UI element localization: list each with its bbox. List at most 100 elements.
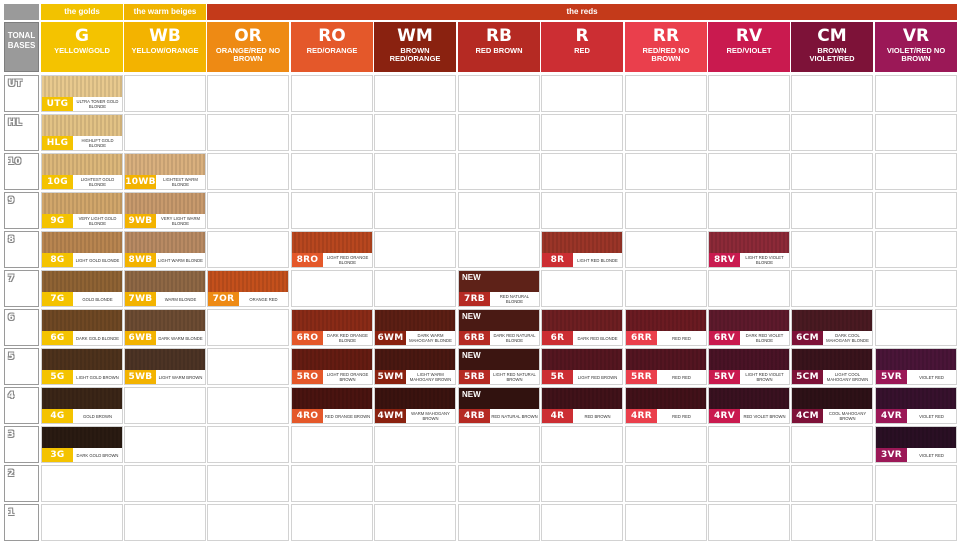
group-header-2: the reds xyxy=(207,4,957,20)
swatch-8rv[interactable]: 8RV LIGHT RED VIOLET BLONDE xyxy=(709,232,789,267)
swatch-5ro[interactable]: 5RO LIGHT RED ORANGE BROWN xyxy=(292,349,372,384)
swatch-utg[interactable]: UTG ULTRA TONER GOLD BLONDE xyxy=(42,76,122,111)
swatch-4g[interactable]: 4G GOLD BROWN xyxy=(42,388,122,423)
swatch-6rv[interactable]: 6RV DARK RED VIOLET BLONDE xyxy=(709,310,789,345)
shade-code: 4VR xyxy=(876,409,907,423)
swatch-4ro[interactable]: 4RO RED ORANGE BROWN xyxy=(292,388,372,423)
grid-cell xyxy=(458,192,540,229)
swatch-5r[interactable]: 5R LIGHT RED BROWN xyxy=(542,349,622,384)
swatch-5g[interactable]: 5G LIGHT GOLD BROWN xyxy=(42,349,122,384)
group-header-1: the warm beiges xyxy=(124,4,206,20)
grid-cell xyxy=(791,192,873,229)
grid-cell xyxy=(875,465,957,502)
row-label-9: 9 xyxy=(4,192,39,229)
row-label-4: 4 xyxy=(4,387,39,424)
shade-description: DARK COOL MAHOGANY BLONDE xyxy=(826,333,869,343)
row-label-7: 7 xyxy=(4,270,39,307)
swatch-5rr[interactable]: 5RR RED RED xyxy=(626,349,706,384)
swatch-6ro[interactable]: 6RO DARK RED ORANGE BLONDE xyxy=(292,310,372,345)
swatch-4wm[interactable]: 4WM WARM MAHOGANY BROWN xyxy=(375,388,455,423)
swatch-9g[interactable]: 9G VERY LIGHT GOLD BLONDE xyxy=(42,193,122,228)
hair-sample-image xyxy=(42,115,122,136)
column-code: WM xyxy=(397,26,433,46)
shade-code: 4CM xyxy=(792,409,823,423)
row-label-text: 7 xyxy=(8,274,15,284)
swatch-8r[interactable]: 8R LIGHT RED BLONDE xyxy=(542,232,622,267)
hair-sample-image xyxy=(42,388,122,409)
swatch-7rb[interactable]: NEW 7RB RED NATURAL BLONDE xyxy=(459,271,539,306)
swatch-3g[interactable]: 3G DARK GOLD BROWN xyxy=(42,427,122,462)
grid-cell xyxy=(374,114,456,151)
column-header-rr: RR RED/RED NO BROWN xyxy=(625,22,707,72)
grid-cell xyxy=(875,231,957,268)
swatch-7or[interactable]: 7OR ORANGE RED xyxy=(208,271,288,306)
shade-code: 5RV xyxy=(709,370,740,384)
swatch-6g[interactable]: 6G DARK GOLD BLONDE xyxy=(42,310,122,345)
grid-cell xyxy=(458,504,540,541)
hair-sample-image xyxy=(792,310,872,331)
shade-code: HLG xyxy=(42,136,73,150)
shade-description: DARK RED ORANGE BLONDE xyxy=(327,333,368,343)
row-label-text: 1 xyxy=(8,508,15,518)
swatch-5cm[interactable]: 5CM LIGHT COOL MAHOGANY BROWN xyxy=(792,349,872,384)
hair-sample-image xyxy=(42,193,122,214)
shade-description: LIGHT RED BROWN xyxy=(577,374,618,380)
swatch-5vr[interactable]: 5VR VIOLET RED xyxy=(876,349,956,384)
swatch-4rv[interactable]: 4RV RED VIOLET BROWN xyxy=(709,388,789,423)
grid-cell xyxy=(541,465,623,502)
swatch-5wb[interactable]: 5WB LIGHT WARM BROWN xyxy=(125,349,205,384)
swatch-8wb[interactable]: 8WB LIGHT WARM BLONDE xyxy=(125,232,205,267)
shade-code: 4RB xyxy=(459,409,490,423)
swatch-5rb[interactable]: NEW 5RB LIGHT RED NATURAL BROWN xyxy=(459,349,539,384)
swatch-4vr[interactable]: 4VR VIOLET RED xyxy=(876,388,956,423)
corner-cell xyxy=(4,4,39,20)
swatch-6r[interactable]: 6R DARK RED BLONDE xyxy=(542,310,622,345)
shade-description: GOLD BROWN xyxy=(82,413,113,419)
row-label-3: 3 xyxy=(4,426,39,463)
swatch-3vr[interactable]: 3VR VIOLET RED xyxy=(876,427,956,462)
hair-sample-image xyxy=(42,349,122,370)
grid-cell xyxy=(875,153,957,190)
swatch-8g[interactable]: 8G LIGHT GOLD BLONDE xyxy=(42,232,122,267)
grid-cell xyxy=(207,387,289,424)
swatch-5rv[interactable]: 5RV LIGHT RED VIOLET BROWN xyxy=(709,349,789,384)
swatch-8ro[interactable]: 8RO LIGHT RED ORANGE BLONDE xyxy=(292,232,372,267)
grid-cell xyxy=(791,465,873,502)
shade-code: 5WM xyxy=(375,370,406,384)
swatch-hlg[interactable]: HLG HIGHLIFT GOLD BLONDE xyxy=(42,115,122,150)
grid-cell xyxy=(124,387,206,424)
swatch-7wb[interactable]: 7WB WARM BLONDE xyxy=(125,271,205,306)
shade-description: LIGHT RED ORANGE BROWN xyxy=(326,372,369,382)
grid-cell xyxy=(124,114,206,151)
hair-sample-image xyxy=(125,193,205,214)
grid-cell xyxy=(41,504,123,541)
swatch-6cm[interactable]: 6CM DARK COOL MAHOGANY BLONDE xyxy=(792,310,872,345)
swatch-10wb[interactable]: 10WB LIGHTEST WARM BLONDE xyxy=(125,154,205,189)
swatch-6wb[interactable]: 6WB DARK WARM BLONDE xyxy=(125,310,205,345)
swatch-4r[interactable]: 4R RED BROWN xyxy=(542,388,622,423)
grid-cell xyxy=(207,465,289,502)
swatch-10g[interactable]: 10G LIGHTEST GOLD BLONDE xyxy=(42,154,122,189)
hair-sample-image xyxy=(792,388,872,409)
grid-cell xyxy=(207,348,289,385)
grid-cell xyxy=(541,192,623,229)
grid-cell xyxy=(791,270,873,307)
grid-cell xyxy=(291,75,373,112)
grid-cell xyxy=(374,426,456,463)
shade-description: RED NATURAL BLONDE xyxy=(499,294,530,304)
swatch-4rb[interactable]: NEW 4RB RED NATURAL BROWN xyxy=(459,388,539,423)
swatch-4rr[interactable]: 4RR RED RED xyxy=(626,388,706,423)
shade-code: 5CM xyxy=(792,370,823,384)
hair-sample-image xyxy=(42,154,122,175)
swatch-7g[interactable]: 7G GOLD BLONDE xyxy=(42,271,122,306)
swatch-5wm[interactable]: 5WM LIGHT WARM MAHOGANY BROWN xyxy=(375,349,455,384)
swatch-6rb[interactable]: NEW 6RB DARK RED NATURAL BLONDE xyxy=(459,310,539,345)
swatch-9wb[interactable]: 9WB VERY LIGHT WARM BLONDE xyxy=(125,193,205,228)
swatch-4cm[interactable]: 4CM COOL MAHOGANY BROWN xyxy=(792,388,872,423)
swatch-6wm[interactable]: 6WM DARK WARM MAHOGANY BLONDE xyxy=(375,310,455,345)
grid-cell xyxy=(207,231,289,268)
swatch-6rr[interactable]: 6RR RED RED xyxy=(626,310,706,345)
shade-description: LIGHT RED VIOLET BROWN xyxy=(745,372,784,382)
shade-description: DARK RED NATURAL BLONDE xyxy=(493,333,536,343)
hair-sample-image xyxy=(792,349,872,370)
